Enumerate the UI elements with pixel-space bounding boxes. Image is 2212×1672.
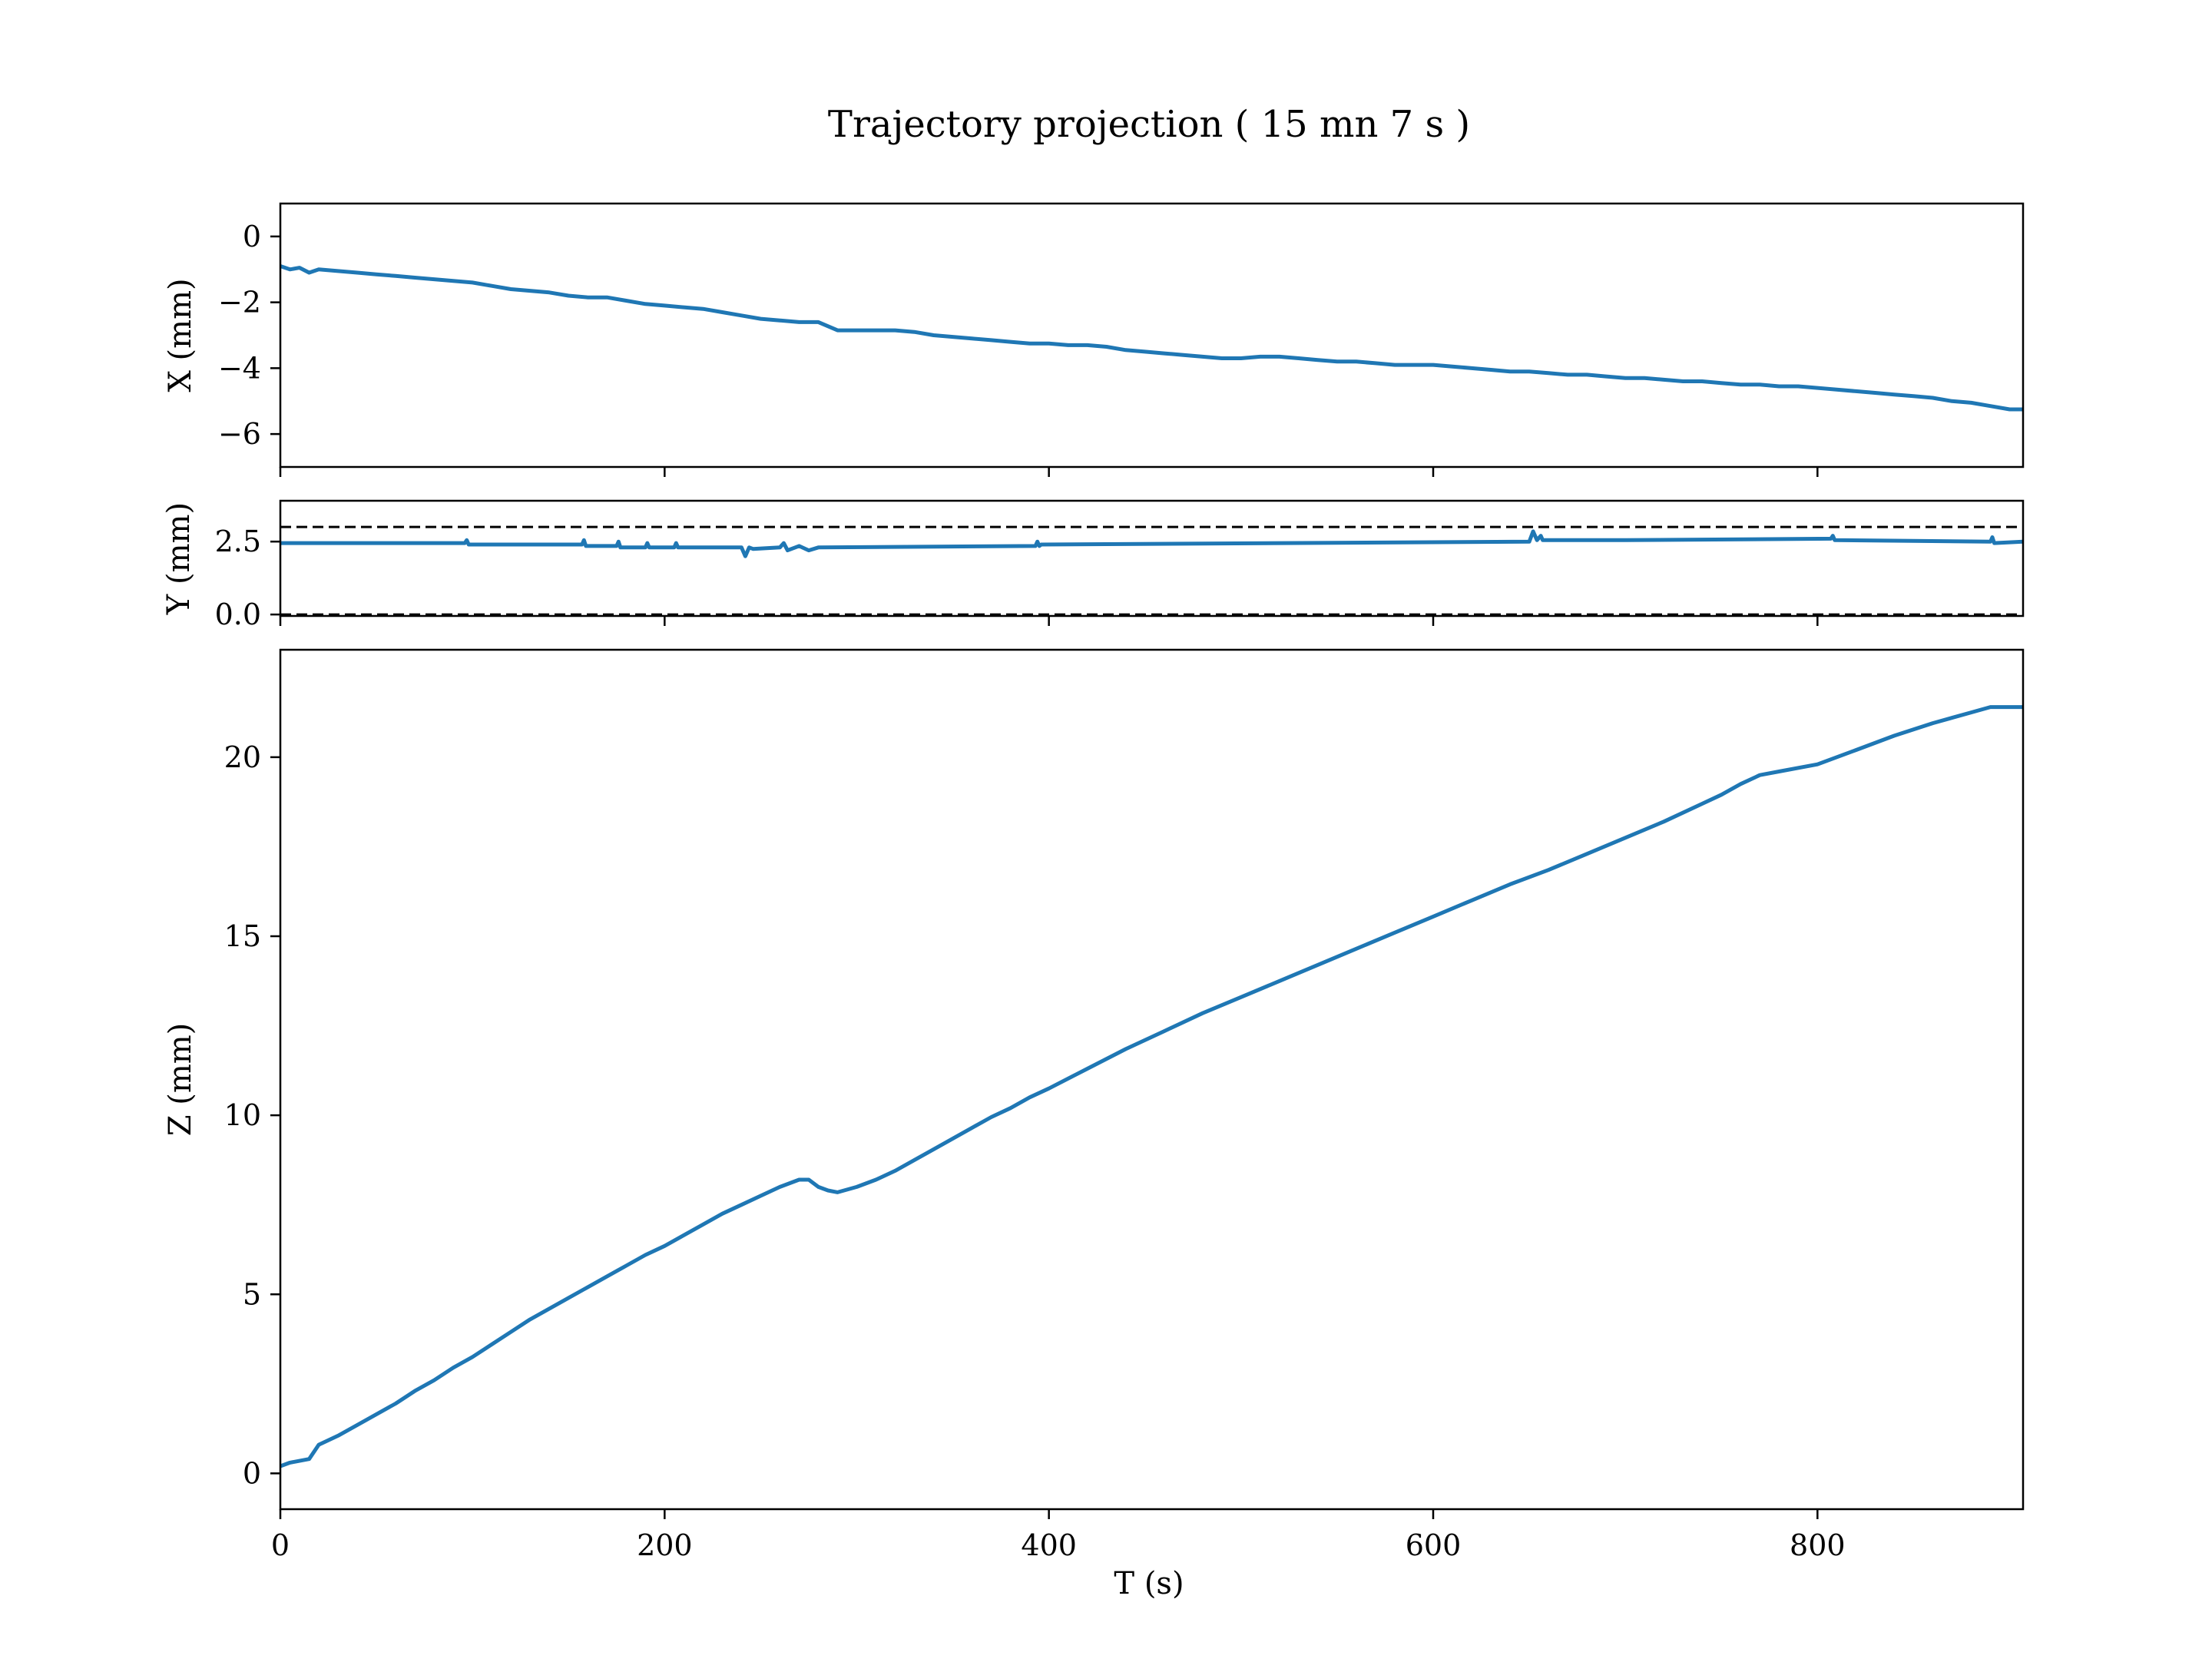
panel-x-y-tick-label: −2 xyxy=(218,286,261,320)
panel-y-y-tick-label: 0.0 xyxy=(215,598,261,631)
panel-z-y-tick-label: 15 xyxy=(224,919,261,953)
panel-y: 2.5 0.0 Y (mm) xyxy=(161,499,2025,631)
x-tick-label: 200 xyxy=(637,1528,693,1562)
panel-x-frame xyxy=(279,202,2025,468)
panel-x: 0 −2 −4 −6 X (mm) xyxy=(163,202,2025,477)
chart-title: Trajectory projection ( 15 mn 7 s ) xyxy=(828,103,1470,146)
panel-y-y-axis-title: Y (mm) xyxy=(161,502,197,615)
panel-y-y-tick-label: 2.5 xyxy=(215,525,261,558)
panel-z-y-tick-label: 10 xyxy=(224,1098,261,1132)
x-tick-label: 600 xyxy=(1406,1528,1462,1562)
panel-x-series-line xyxy=(280,264,2023,412)
panel-y-frame xyxy=(279,499,2025,617)
panel-x-y-tick-label: −6 xyxy=(218,417,261,451)
x-tick-label: 400 xyxy=(1021,1528,1077,1562)
x-axis-title: T (s) xyxy=(1114,1566,1184,1601)
panel-z-y-axis-title: Z (mm) xyxy=(163,1023,198,1137)
panel-z-series-line xyxy=(280,705,2023,1468)
panel-z-y-tick-label: 20 xyxy=(224,740,261,774)
panel-x-y-axis-title: X (mm) xyxy=(163,278,198,392)
x-tick-label: 800 xyxy=(1790,1528,1846,1562)
panel-z-y-tick-label: 0 xyxy=(243,1456,261,1490)
panel-x-y-tick-label: −4 xyxy=(218,351,261,385)
panel-x-y-tick-label: 0 xyxy=(243,220,261,253)
x-tick-label: 0 xyxy=(271,1528,290,1562)
panel-z-y-tick-label: 5 xyxy=(243,1277,261,1311)
panel-y-series-line xyxy=(280,529,2023,558)
panel-z-frame xyxy=(279,648,2025,1511)
